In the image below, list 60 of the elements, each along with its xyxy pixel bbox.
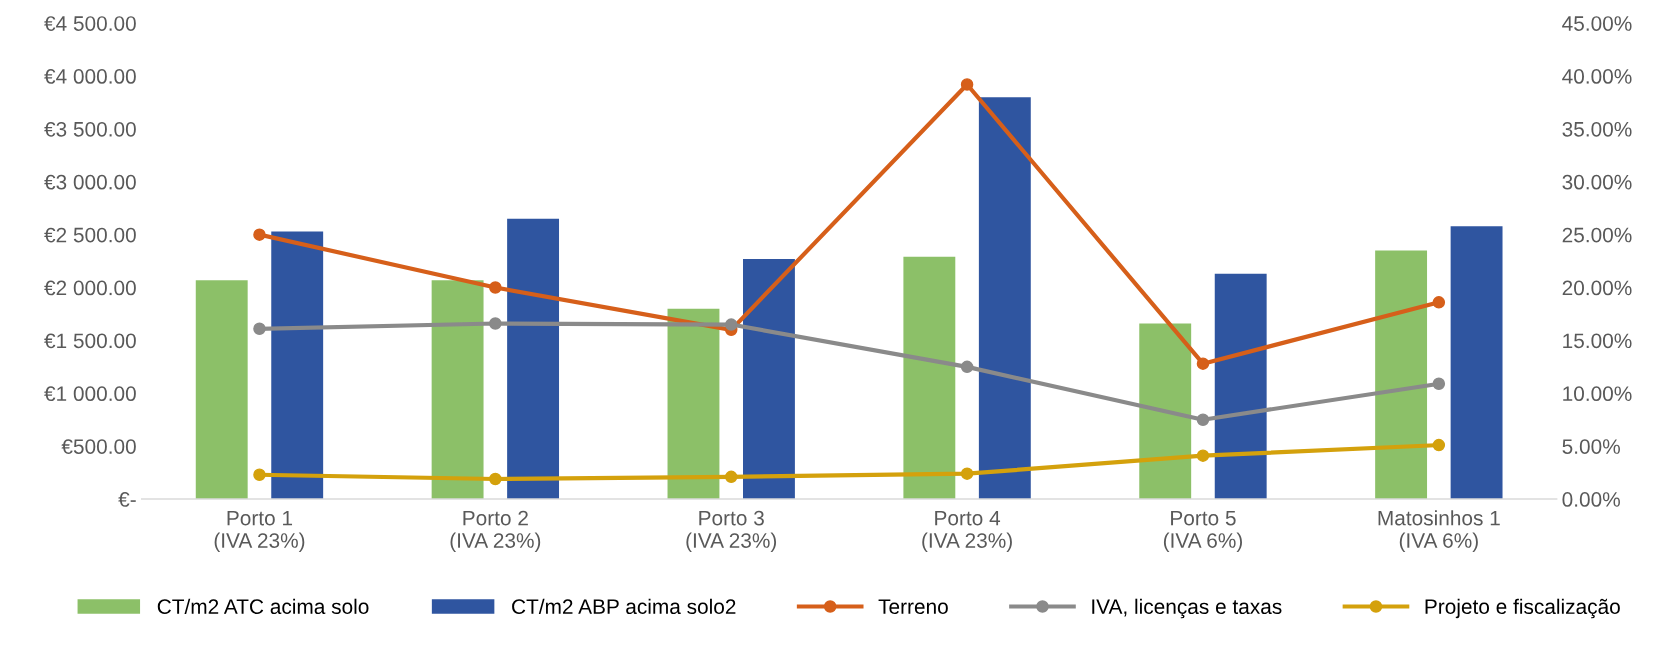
y-tick-label: €1 500.00	[44, 333, 136, 349]
x-tick-label: Porto 1 (IVA 23%)	[214, 510, 305, 553]
point	[1432, 377, 1446, 391]
point	[1196, 357, 1210, 370]
point	[960, 360, 974, 374]
point	[724, 318, 738, 331]
point	[724, 470, 738, 484]
legend-label: IVA, licenças e taxas	[1092, 598, 1282, 619]
bar	[1214, 273, 1267, 500]
point	[489, 281, 502, 294]
point	[253, 322, 266, 336]
point	[1432, 438, 1446, 452]
y2-tick-label: 0.00%	[1562, 492, 1620, 507]
y2-tick-label: 40.00%	[1562, 69, 1632, 84]
y-tick-label: €4 000.00	[44, 69, 136, 84]
y2-tick-label: 5.00%	[1562, 439, 1620, 454]
point	[1196, 413, 1210, 426]
y-tick-label: €1 000.00	[44, 386, 136, 402]
bar	[903, 256, 956, 500]
legend-label: Projeto e fiscalização	[1425, 598, 1620, 619]
legend-label: CT/m2 ATC acima solo	[157, 598, 369, 615]
point	[253, 228, 266, 241]
legend-label: Terreno	[878, 599, 948, 615]
y-tick-label: €3 500.00	[44, 121, 136, 137]
bar	[271, 231, 324, 500]
y2-tick-label: 35.00%	[1562, 121, 1632, 137]
y-tick-label: €-	[118, 492, 136, 507]
x-tick-label: Porto 4 (IVA 23%)	[922, 510, 1012, 553]
y2-tick-label: 25.00%	[1562, 227, 1632, 243]
point	[489, 317, 502, 330]
bar	[978, 97, 1031, 500]
y2-tick-label: 45.00%	[1562, 16, 1632, 31]
y-tick-label: €2 500.00	[44, 227, 136, 243]
y-tick-label: €2 000.00	[44, 280, 136, 296]
x-tick-label: Porto 3 (IVA 23%)	[686, 510, 777, 553]
y2-tick-label: 10.00%	[1563, 386, 1632, 402]
bar	[431, 280, 484, 500]
point	[253, 468, 266, 481]
legend-label: CT/m2 ABP acima solo2	[512, 598, 736, 615]
y-tick-label: €4 500.00	[44, 16, 136, 31]
point	[489, 472, 502, 486]
x-tick-label: Matosinhos 1 (IVA 6%)	[1378, 510, 1500, 553]
point	[960, 467, 974, 480]
x-tick-label: Porto 5 (IVA 6%)	[1163, 510, 1243, 553]
bar	[1139, 323, 1192, 500]
y-tick-label: €3 000.00	[44, 174, 136, 190]
bar	[1450, 226, 1503, 500]
y2-tick-label: 20.00%	[1562, 280, 1632, 296]
point	[960, 78, 974, 91]
bar	[507, 218, 560, 500]
x-tick-label: Porto 2 (IVA 23%)	[450, 510, 541, 553]
bar	[743, 258, 795, 500]
y2-tick-label: 15.00%	[1563, 333, 1632, 349]
y2-tick-label: 30.00%	[1562, 174, 1632, 190]
point	[1432, 296, 1446, 309]
bar	[1375, 250, 1428, 500]
bar	[195, 280, 248, 500]
y-tick-label: €500.00	[61, 439, 136, 454]
point	[1196, 449, 1210, 462]
bar	[667, 308, 720, 500]
